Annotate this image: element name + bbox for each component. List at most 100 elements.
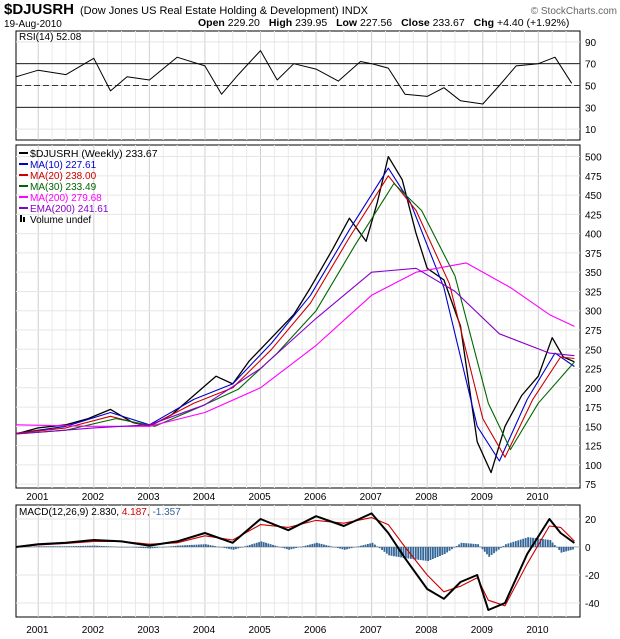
rsi-tick-10: 10 <box>585 125 597 136</box>
macd-hist-bar <box>209 545 212 547</box>
macd-hist-bar <box>455 546 458 547</box>
price-panel: 75 100 125 150 175 200 225 250 275 300 325 350 375 40… <box>15 144 602 491</box>
open-label: Open <box>198 17 225 29</box>
macd-hist-bar <box>262 542 265 547</box>
bottom-year-2010: 2010 <box>526 625 549 636</box>
mid-year-2005: 2005 <box>248 492 271 503</box>
macd-hist-bar <box>341 547 344 550</box>
macd-hist-bar <box>123 547 126 548</box>
mid-year-2010: 2010 <box>526 492 549 503</box>
macd-hist-bar <box>126 547 129 548</box>
legend-label-3: MA(30) 233.49 <box>30 182 97 193</box>
macd-hist-bar <box>223 547 226 548</box>
stockcharts-credit[interactable]: © StockCharts.com <box>530 6 617 17</box>
macd-hist-bar <box>193 544 196 547</box>
macd-hist-bar <box>472 543 475 547</box>
macd-hist-bar <box>179 545 182 547</box>
macd-hist-bar <box>381 547 383 550</box>
price-tick-325: 325 <box>585 287 602 298</box>
price-tick-375: 375 <box>585 249 602 260</box>
macd-hist-bar <box>151 547 154 549</box>
quote-date: 19-Aug-2010 <box>4 19 62 30</box>
macd-hist-bar <box>56 546 59 547</box>
macd-hist-bar <box>40 546 43 547</box>
macd-hist-bar <box>409 547 412 559</box>
macd-hist-bar <box>147 547 149 549</box>
macd-hist-bar <box>374 544 376 547</box>
macd-hist-bar <box>221 547 223 548</box>
macd-hist-bar <box>304 545 307 547</box>
macd-hist-bar <box>486 547 488 555</box>
macd-hist-bar <box>283 547 286 549</box>
mid-year-2007: 2007 <box>360 492 383 503</box>
macd-hist-bar <box>184 545 186 547</box>
low-label: Low <box>336 17 358 29</box>
macd-hist-bar <box>427 547 429 561</box>
macd-hist-bar <box>522 538 525 547</box>
macd-hist-bar <box>54 546 57 547</box>
macd-hist-bar <box>441 547 444 555</box>
macd-hist-bar <box>355 546 358 548</box>
legend-label-0: $DJUSRH (Weekly) 233.67 <box>30 148 158 160</box>
macd-hist-bar <box>488 547 491 557</box>
macd-hist-bar <box>302 546 304 547</box>
mid-year-2001: 2001 <box>26 492 49 503</box>
price-tick-425: 425 <box>585 210 602 221</box>
macd-hist-bar <box>172 546 175 547</box>
legend-label-2: MA(20) 238.00 <box>30 171 97 182</box>
macd-hist-bar <box>465 543 468 547</box>
macd-hist-bar <box>383 547 386 552</box>
macd-hist-bar <box>269 544 272 547</box>
macd-hist-bar <box>98 545 101 547</box>
price-series-1 <box>15 167 575 462</box>
macd-hist-bar <box>181 545 184 547</box>
macd-hist-bar <box>532 537 534 547</box>
macd-hist-bar <box>316 542 318 547</box>
macd-hist-bar <box>397 547 400 557</box>
x-axis-years-middle: 2001 2002 2003 2004 2005 2006 2007 2008 2009 2010 <box>26 492 549 503</box>
macd-hist-bar <box>393 547 395 557</box>
price-series-5 <box>15 267 575 435</box>
macd-hist-bar <box>103 546 105 547</box>
macd-hist-bar <box>371 542 374 547</box>
macd-hist-bar <box>237 547 240 549</box>
macd-hist-bar <box>72 546 75 547</box>
legend-swatch-5 <box>19 207 28 209</box>
macd-hist-bar <box>200 544 203 547</box>
macd-title-label: MACD(12,26,9) <box>19 507 91 518</box>
legend-swatch-4 <box>19 196 28 198</box>
macd-hist-bar <box>276 546 279 547</box>
macd-hist-bar <box>191 544 193 547</box>
macd-hist-bar <box>549 540 552 547</box>
macd-hist-bar <box>68 546 71 547</box>
macd-hist-bar <box>135 547 138 548</box>
macd-hist-bar <box>160 547 163 548</box>
macd-hist-bar <box>47 546 50 547</box>
price-tick-100: 100 <box>585 461 602 472</box>
macd-hist-bar <box>334 547 337 548</box>
macd-hist-bar <box>265 542 267 547</box>
macd-hist-bar <box>211 545 214 547</box>
legend-swatch-2 <box>19 174 28 176</box>
price-tick-400: 400 <box>585 230 602 241</box>
macd-hist-bar <box>474 544 477 547</box>
macd-hist-bar <box>320 543 323 547</box>
macd-hist-bar <box>30 546 33 548</box>
macd-hist-bar <box>225 547 228 549</box>
macd-hist-bar <box>230 547 233 550</box>
macd-hist-bar <box>165 546 168 548</box>
price-tick-125: 125 <box>585 442 602 453</box>
quote-line: Open 229.20 High 239.95 Low 227.56 Close… <box>198 17 575 29</box>
macd-hist-bar <box>560 547 563 553</box>
macd-hist-bar <box>61 546 64 547</box>
macd-hist-bar <box>285 547 288 550</box>
macd-hist-bar <box>542 539 544 547</box>
macd-hist-bar <box>235 547 237 550</box>
macd-hist-bar <box>388 547 391 556</box>
macd-hist-bar <box>348 547 351 549</box>
macd-hist-bar <box>63 546 66 547</box>
bottom-year-2002: 2002 <box>82 625 105 636</box>
price-frame <box>15 144 581 489</box>
macd-hist-bar <box>497 547 500 550</box>
macd-hist-bar <box>197 544 200 547</box>
